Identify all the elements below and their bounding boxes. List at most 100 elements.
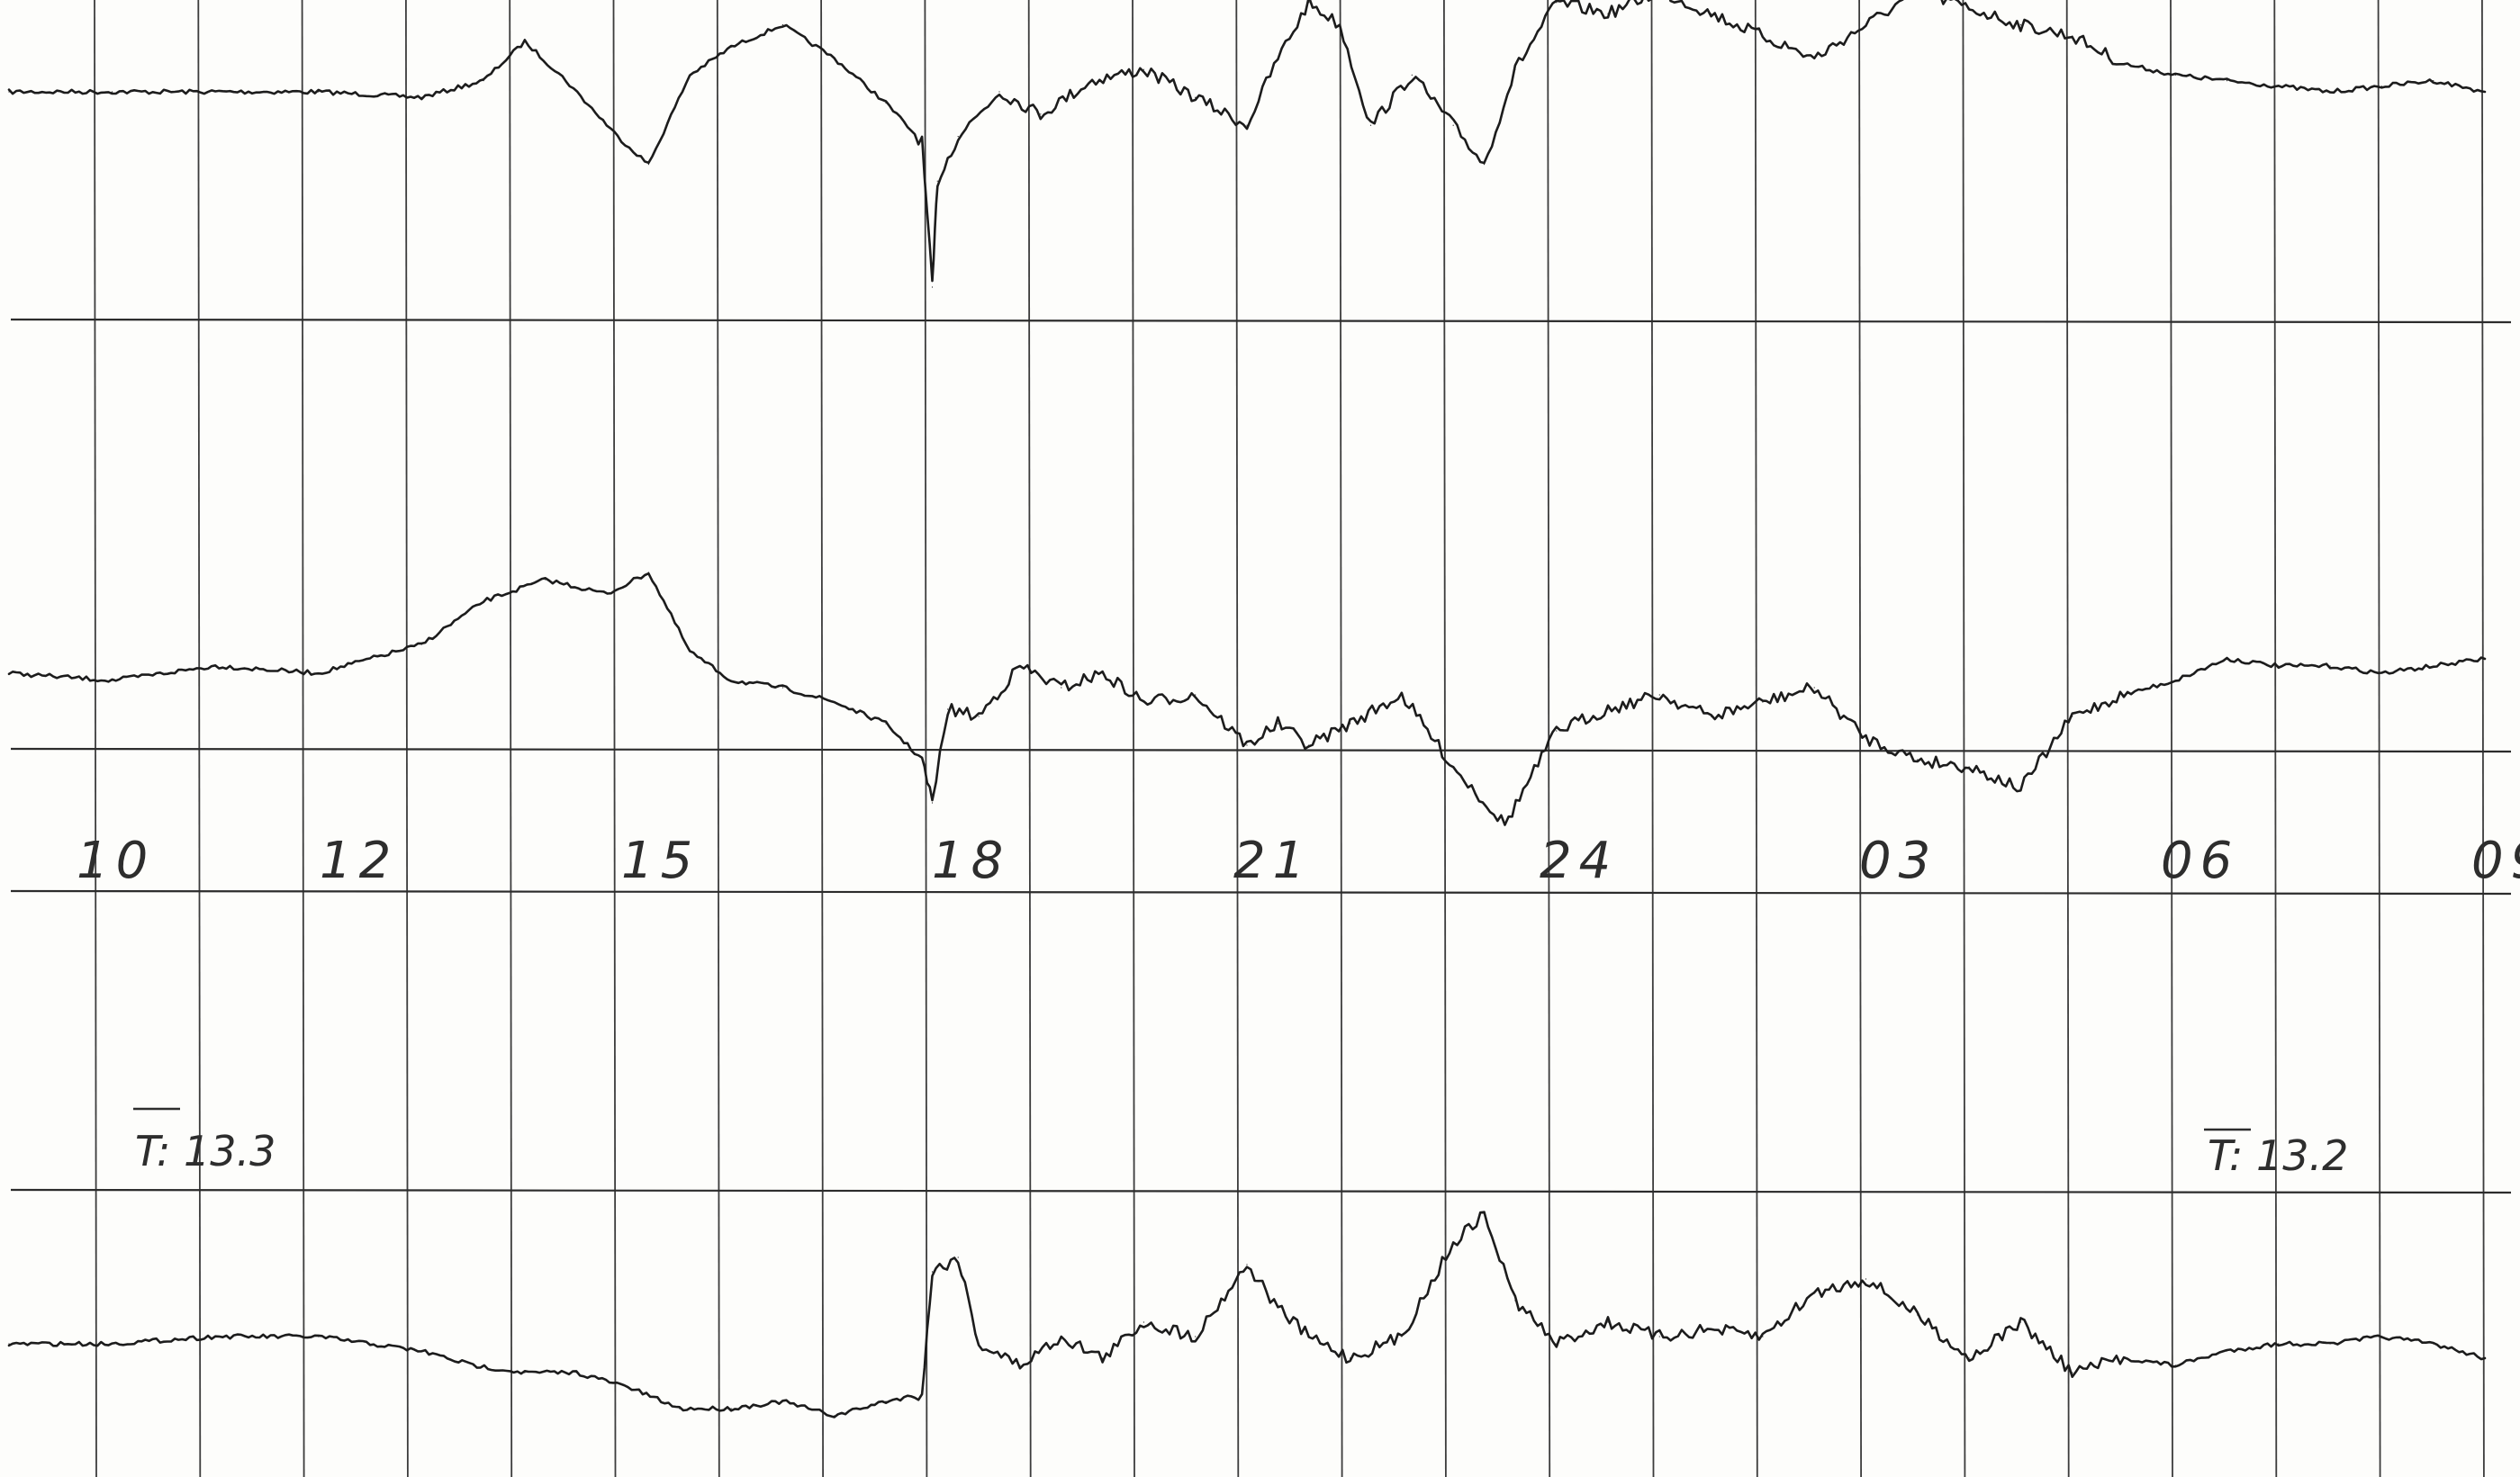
data-point: [1246, 744, 1248, 746]
data-point: [1514, 1300, 1516, 1301]
data-point: [1411, 74, 1413, 76]
data-point: [730, 1408, 732, 1409]
grid-vline: [1132, 0, 1135, 1477]
data-point: [2019, 1321, 2021, 1323]
data-point: [1917, 759, 1919, 761]
data-point: [1483, 1213, 1486, 1215]
data-point: [781, 24, 784, 26]
data-point: [112, 91, 113, 93]
data-point: [2278, 665, 2280, 667]
data-point: [689, 74, 691, 76]
data-point: [318, 91, 320, 93]
data-point: [2278, 1343, 2280, 1345]
data-point: [1143, 1321, 1144, 1323]
data-point: [1514, 68, 1516, 70]
hour-label: 06: [2161, 832, 2239, 890]
grid-vline: [716, 0, 720, 1477]
data-point: [781, 687, 784, 689]
hour-label: 10: [77, 832, 155, 890]
data-point: [834, 701, 835, 703]
data-point: [1917, 1314, 1919, 1316]
data-point: [1339, 24, 1341, 26]
data-point: [2019, 24, 2021, 26]
data-point: [2484, 91, 2486, 93]
data-point: [420, 96, 422, 98]
data-point: [1246, 1264, 1248, 1265]
grid-vline: [2273, 0, 2278, 1477]
data-point: [1308, 1336, 1310, 1337]
data-point: [1091, 80, 1093, 82]
data-point: [318, 1336, 320, 1337]
hour-label: 18: [932, 832, 1010, 890]
data-point: [1762, 1336, 1764, 1337]
data-point: [2174, 74, 2176, 76]
data-point: [978, 1343, 980, 1345]
data-point: [947, 708, 949, 710]
data-point: [1865, 1278, 1867, 1280]
grid-vline: [509, 0, 513, 1477]
data-point: [1040, 113, 1042, 115]
data-point: [1658, 694, 1660, 696]
data-point: [2123, 63, 2125, 65]
hour-label: 24: [1540, 832, 1618, 890]
grid-hline: [10, 1188, 2512, 1194]
data-point: [1813, 58, 1815, 59]
grid-vline: [1858, 0, 1863, 1477]
data-point: [834, 58, 835, 59]
data-point: [1102, 1357, 1104, 1359]
data-point: [1401, 1336, 1403, 1337]
data-point: [2433, 665, 2434, 667]
grid-vline: [2480, 0, 2485, 1477]
data-point: [1711, 1328, 1712, 1330]
data-point: [473, 1364, 474, 1366]
data-point: [931, 802, 934, 804]
data-point: [1607, 1321, 1609, 1323]
hour-label: 12: [320, 832, 398, 890]
data-point: [998, 91, 1000, 93]
data-point: [781, 1400, 784, 1402]
data-point: [2123, 1357, 2125, 1359]
grid-vline: [1650, 0, 1655, 1477]
grid-vline: [1443, 0, 1447, 1477]
trace-channel-3: [7, 1211, 2487, 1418]
data-point: [1762, 701, 1764, 703]
data-point: [545, 579, 546, 581]
data-point: [1401, 694, 1403, 696]
data-point: [1143, 68, 1144, 70]
data-point: [1308, 744, 1310, 746]
data-point: [318, 672, 320, 674]
data-point: [2226, 1350, 2228, 1352]
grid-vline: [1235, 0, 1240, 1477]
grid-vline: [404, 0, 409, 1477]
data-point: [1968, 766, 1970, 768]
data-point: [112, 1343, 113, 1345]
grid: [10, 0, 2512, 1477]
data-point: [931, 286, 934, 288]
data-point: [420, 1350, 422, 1352]
grid-hline: [10, 889, 2512, 896]
data-point: [2329, 1343, 2331, 1345]
data-point: [1452, 124, 1454, 126]
data-point: [2484, 658, 2486, 660]
annotation-temp-right: T: 13.2: [2208, 1131, 2348, 1180]
grid-vline: [820, 0, 824, 1477]
data-point: [2433, 1343, 2434, 1345]
grid-vline: [2377, 0, 2381, 1477]
data-point: [2072, 1372, 2073, 1373]
data-point: [689, 651, 691, 653]
data-point: [885, 723, 887, 725]
data-point: [957, 136, 959, 138]
data-point: [565, 80, 567, 82]
grid-vline: [924, 0, 928, 1477]
data-point: [2380, 672, 2382, 674]
data-point: [1813, 1292, 1815, 1294]
data-point: [1813, 687, 1815, 689]
data-point: [1762, 35, 1764, 37]
data-point: [679, 1408, 681, 1409]
data-point: [1195, 694, 1197, 696]
data-point: [2072, 35, 2073, 37]
data-point: [1019, 1364, 1021, 1366]
data-point: [1452, 766, 1454, 768]
data-point: [483, 600, 484, 602]
hour-label: 09: [2471, 832, 2520, 890]
